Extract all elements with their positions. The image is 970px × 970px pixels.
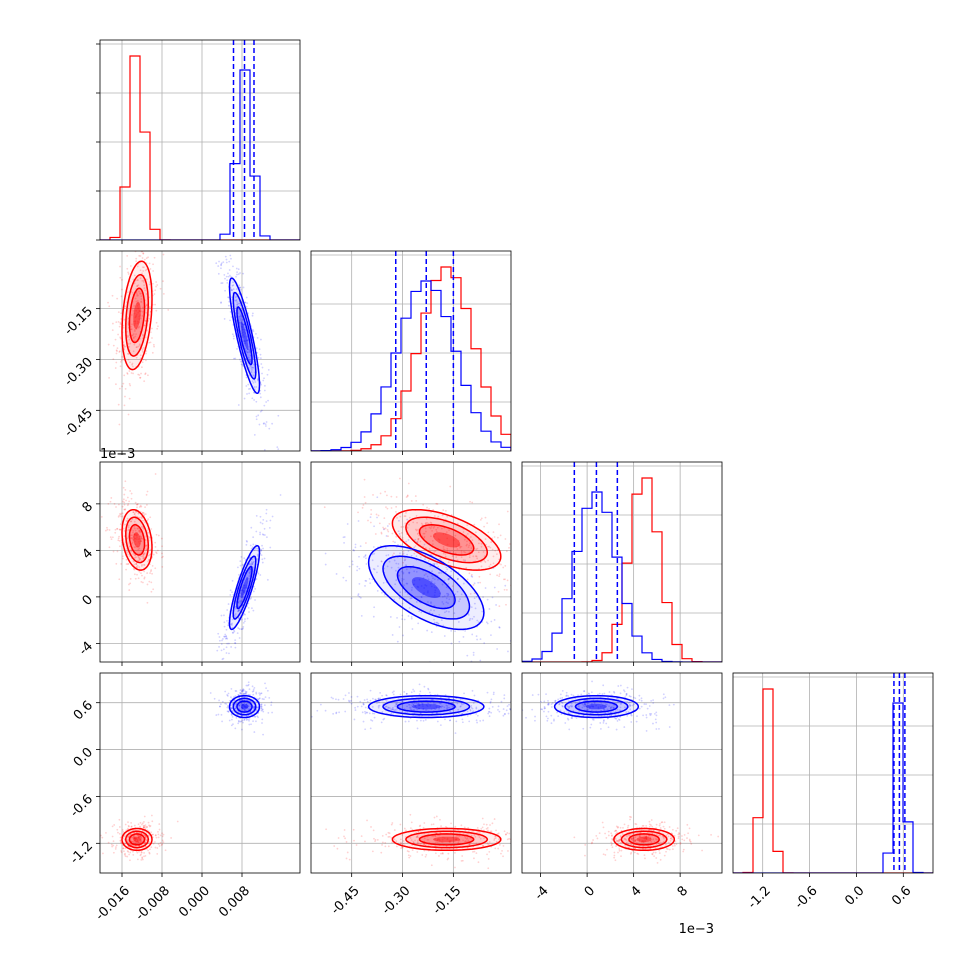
red-histogram-3 [733, 688, 933, 873]
panel-3-1 [311, 673, 511, 873]
panel-frame [521, 672, 723, 874]
red-contour-2 [128, 833, 146, 846]
blue-contour-3 [411, 703, 441, 710]
x-tick-label: -0.15 [430, 883, 464, 917]
panel-2-0 [100, 462, 300, 662]
blue-contour-2 [236, 306, 253, 366]
red-contour-0 [121, 508, 153, 571]
red-contour-3 [433, 836, 461, 843]
blue-histogram-1 [311, 280, 511, 451]
x-tick-label: -0.30 [379, 883, 413, 917]
x-tick-label: -1.2 [745, 883, 774, 912]
x-tick-label: -0.008 [133, 883, 173, 923]
blue-contour-2 [396, 700, 456, 713]
red-contour-2 [628, 833, 660, 846]
blue-contour-2 [574, 700, 619, 713]
red-contour-2 [128, 287, 146, 344]
red-contour-0 [391, 508, 502, 571]
blue-contour-2 [236, 565, 253, 610]
panel-frame [99, 461, 301, 663]
x-tick-label: 0.6 [889, 883, 914, 908]
blue-histogram-3 [733, 702, 933, 873]
y-tick-label: -1.2 [67, 839, 96, 868]
y-tick-label: 0 [80, 592, 96, 608]
panel-2-2 [522, 462, 722, 662]
x-tick-label: -4 [532, 883, 552, 903]
y-tick-label: 4 [80, 546, 96, 562]
panel-frame [521, 461, 723, 663]
y-tick-label: 8 [80, 499, 96, 515]
blue-contour-2 [396, 565, 456, 610]
panel-3-3 [733, 673, 933, 873]
panel-1-1 [311, 251, 511, 451]
blue-contour-0 [367, 545, 485, 631]
blue-scatter-2-1 [311, 496, 511, 662]
panel-2-1 [311, 462, 511, 662]
red-contour-3 [133, 836, 141, 843]
panel-0-0 [100, 40, 300, 240]
blue-contour-2 [236, 700, 253, 713]
panel-3-2 [522, 673, 722, 873]
y-tick-label: -0.6 [67, 792, 96, 821]
red-contour-2 [418, 524, 475, 556]
x-tick-label: 0.008 [216, 883, 253, 920]
x-tick-label: 4 [628, 883, 644, 899]
blue-contour-3 [240, 577, 249, 598]
y-tick-label: -0.45 [62, 406, 96, 440]
x-tick-label: -0.45 [328, 883, 362, 917]
y-tick-label: 0.0 [71, 745, 96, 770]
x-tick-label: 8 [675, 883, 691, 899]
red-contour-2 [418, 833, 475, 846]
panel-frame [310, 461, 512, 663]
blue-histogram-0 [100, 69, 300, 240]
red-contour-3 [133, 301, 141, 329]
y-tick-label: 0.6 [71, 698, 96, 723]
blue-contour-1 [382, 555, 471, 620]
x-tick-label: 0 [582, 883, 598, 899]
red-contour-2 [128, 524, 146, 556]
blue-contour-3 [240, 703, 249, 710]
panel-3-0 [100, 673, 300, 873]
panel-frame [99, 672, 301, 874]
red-contour-1 [405, 516, 489, 564]
x-tick-label: 0.000 [176, 883, 213, 920]
x-offset-label: 1e−3 [679, 922, 714, 937]
red-contour-3 [133, 532, 141, 548]
panel-frame [310, 672, 512, 874]
panel-frame [732, 672, 934, 874]
blue-contour-3 [586, 703, 607, 710]
y-tick-label: -4 [76, 639, 96, 659]
x-tick-label: -0.016 [93, 883, 133, 923]
blue-contour-3 [240, 321, 249, 351]
y-offset-label: 1e−3 [100, 447, 135, 462]
x-tick-label: 0.0 [842, 883, 867, 908]
y-tick-label: -0.30 [62, 355, 96, 389]
blue-contour-1 [232, 555, 257, 620]
red-contour-3 [433, 532, 461, 548]
red-contour-0 [121, 260, 153, 371]
y-tick-label: -0.15 [62, 304, 96, 338]
blue-contour-1 [232, 291, 257, 380]
panel-1-0 [100, 251, 300, 451]
panel-frame [99, 250, 301, 452]
blue-contour-3 [411, 577, 441, 598]
red-contour-3 [636, 836, 652, 843]
panel-frame [99, 39, 301, 241]
red-scatter-2-1 [323, 477, 511, 608]
x-tick-label: -0.6 [792, 883, 821, 912]
panel-frame [310, 250, 512, 452]
